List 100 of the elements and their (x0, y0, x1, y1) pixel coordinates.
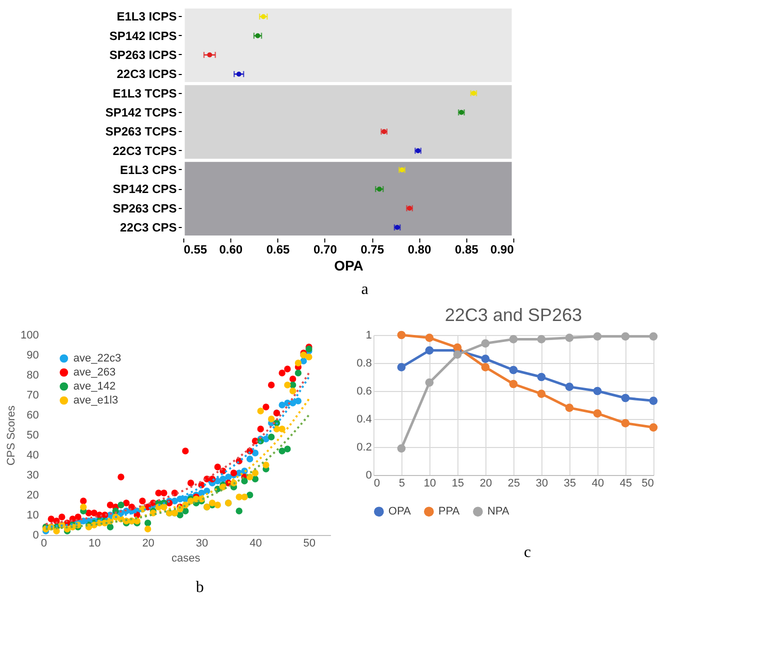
y-tick-label: 22C3 ICPS (116, 67, 177, 82)
point (262, 404, 270, 410)
y-tick-label: SP142 TCPS (105, 105, 177, 120)
point (294, 360, 302, 366)
point (284, 366, 291, 372)
point (453, 350, 462, 359)
x-tick-label: 0.85 (454, 242, 479, 256)
x-tick-label: 0.70 (314, 242, 338, 256)
y-tick-label: 70 (26, 390, 39, 402)
y-tick-label: 22C3 CPS (120, 220, 177, 234)
point (289, 376, 296, 382)
legend-label: ave_263 (73, 366, 116, 378)
point (278, 370, 286, 376)
x-tick-label: 15 (452, 478, 464, 490)
point (537, 390, 546, 398)
point (289, 388, 296, 394)
point (160, 504, 168, 510)
point (481, 354, 490, 363)
point (48, 516, 55, 522)
text: c (524, 544, 531, 561)
point (509, 366, 518, 374)
x-tick-label: 0.65 (266, 242, 290, 256)
y-tick-label: SP263 TCPS (105, 124, 177, 139)
point (397, 330, 406, 340)
x-tick-label: 45 (620, 478, 632, 490)
point (537, 335, 546, 344)
x-tick-label: 0 (40, 538, 48, 550)
x-tick-label: 5 (398, 478, 405, 490)
point (246, 456, 254, 462)
point (262, 462, 270, 468)
point (160, 490, 168, 496)
point (241, 494, 248, 500)
point (278, 426, 286, 432)
x-tick-label: 50 (303, 538, 316, 550)
point (397, 363, 406, 372)
point (593, 332, 602, 341)
point (593, 386, 602, 396)
point (284, 446, 291, 452)
point (214, 464, 221, 470)
x-tick-label: 0.55 (184, 242, 208, 256)
point (397, 444, 406, 453)
y-tick-label: 0.8 (356, 358, 372, 370)
x-tick-label: 20 (480, 478, 492, 490)
point (53, 528, 60, 534)
point (182, 448, 189, 454)
x-axis-title: OPA (334, 258, 364, 274)
point (122, 500, 130, 506)
point (144, 526, 152, 532)
x-tick-label: 25 (508, 478, 520, 490)
text: b (196, 579, 204, 596)
y-tick-label: SP263 CPS (112, 201, 177, 216)
point (214, 502, 221, 508)
y-tick-label: 0 (32, 530, 39, 542)
point (74, 514, 82, 520)
point (306, 354, 312, 360)
point (187, 480, 194, 486)
point (278, 402, 286, 408)
x-tick-label: 50 (642, 478, 654, 490)
y-tick-label: 0.4 (356, 414, 372, 426)
point (106, 524, 114, 530)
point (294, 398, 302, 404)
point (58, 514, 66, 520)
point (246, 492, 254, 498)
point (268, 434, 275, 440)
point (593, 409, 602, 418)
y-tick-label: 80 (26, 370, 39, 382)
y-tick-label: 22C3 TCPS (112, 144, 177, 158)
legend-label: PPA (438, 506, 460, 518)
point (481, 363, 490, 372)
point (509, 380, 518, 388)
point (565, 334, 574, 342)
x-tick-label: 35 (564, 478, 576, 490)
text: a (361, 281, 368, 298)
point (257, 426, 264, 432)
point (241, 478, 248, 484)
y-tick-label: 100 (20, 330, 39, 342)
point (621, 419, 630, 428)
point (118, 474, 124, 480)
point (300, 358, 307, 364)
y-tick-label: E1L3 TCPS (112, 86, 177, 100)
x-tick-label: 0 (374, 478, 380, 490)
point (257, 408, 264, 414)
point (425, 334, 434, 342)
point (453, 343, 462, 352)
point (284, 382, 291, 388)
x-axis-title: cases (172, 552, 201, 564)
point (649, 332, 658, 341)
point (118, 502, 124, 508)
x-tick-label: 40 (250, 538, 262, 550)
point (621, 394, 630, 402)
x-tick-label: 10 (88, 538, 101, 550)
point (139, 498, 146, 504)
legend-label: OPA (388, 506, 412, 518)
chart-title: 22C3 and SP263 (444, 305, 582, 325)
x-tick-label: 40 (592, 478, 604, 490)
point (236, 508, 242, 514)
point (509, 335, 518, 344)
point (481, 339, 490, 348)
x-tick-label: 0.75 (360, 242, 384, 256)
point (278, 448, 286, 454)
